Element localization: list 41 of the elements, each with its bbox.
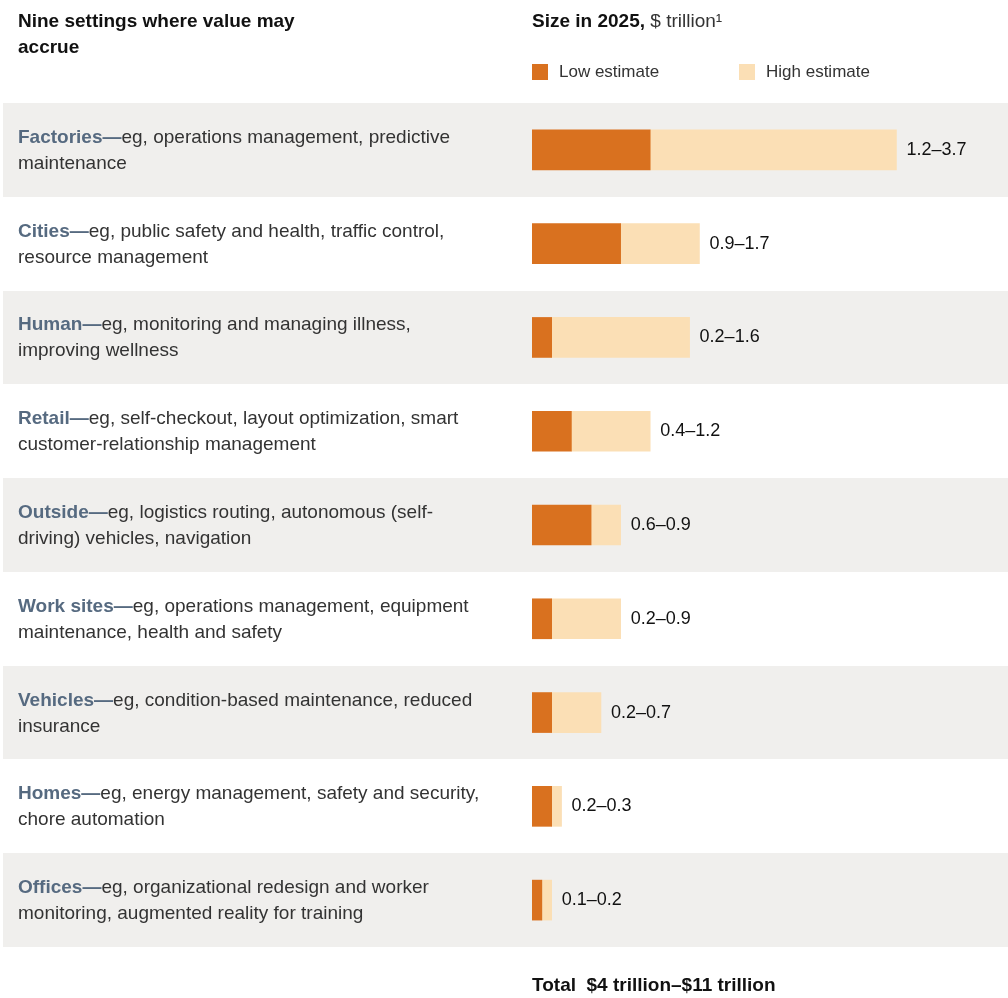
y-tick-label: Cities—eg, public safety and health, traffic control, resource management [18,219,445,267]
bar [532,223,621,264]
data-label: 0.9–1.7 [709,232,770,253]
data-label: 0.6–0.9 [630,513,691,534]
data-label: 0.2–0.3 [571,795,632,816]
bar [571,410,651,452]
y-tick-label: Work sites—eg, operations management, equipment maintenance, health and safety [18,594,469,642]
data-label: 0.4–1.2 [660,420,721,441]
bar [532,317,553,358]
bar [532,692,553,733]
bar [551,317,690,358]
bar [590,504,621,546]
bar [551,598,621,640]
bar [532,504,592,546]
bar [532,598,553,640]
data-label: 1.2–3.7 [906,138,967,159]
y-tick-label: Factories—eg, operations management, predictive maintenance [18,125,450,173]
bar [620,223,700,264]
bar [532,410,572,452]
y-tick-label: Retail—eg, self-checkout, layout optimization, smart customer-relationship management [18,407,459,455]
bar [551,786,562,827]
y-tick-label: Homes—eg, energy management, safety and security, chore automation [18,782,480,830]
y-axis-title: Nine settings where value may accrue [18,9,296,59]
data-label: 0.2–1.6 [699,326,760,347]
bar [532,879,543,921]
text: Total $4 trillion–$11 trillion [532,973,776,997]
bar [649,129,897,171]
legend-label: Low estimate [559,61,660,81]
data-label: 0.1–0.2 [561,889,622,910]
bar [532,129,651,171]
bar [532,786,553,827]
bar [551,692,602,733]
data-label: 0.2–0.7 [610,701,672,722]
data-label: 0.2–0.9 [630,607,691,628]
bar [541,879,553,921]
chart-title: Size in 2025, $ trillion¹ [532,10,723,31]
y-tick-label: Outside—eg, logistics routing, autonomous (self-driving) vehicles, navigation [18,501,434,548]
y-tick-label: Offices—eg, organizational redesign and worker monitoring, augmented reality for training [18,876,429,924]
legend-label: High estimate [766,61,870,81]
y-tick-label: Human—eg, monitoring and managing illness, improving wellness [18,313,411,361]
y-tick-label: Vehicles—eg, condition-based maintenance, reduced insurance [18,688,473,736]
